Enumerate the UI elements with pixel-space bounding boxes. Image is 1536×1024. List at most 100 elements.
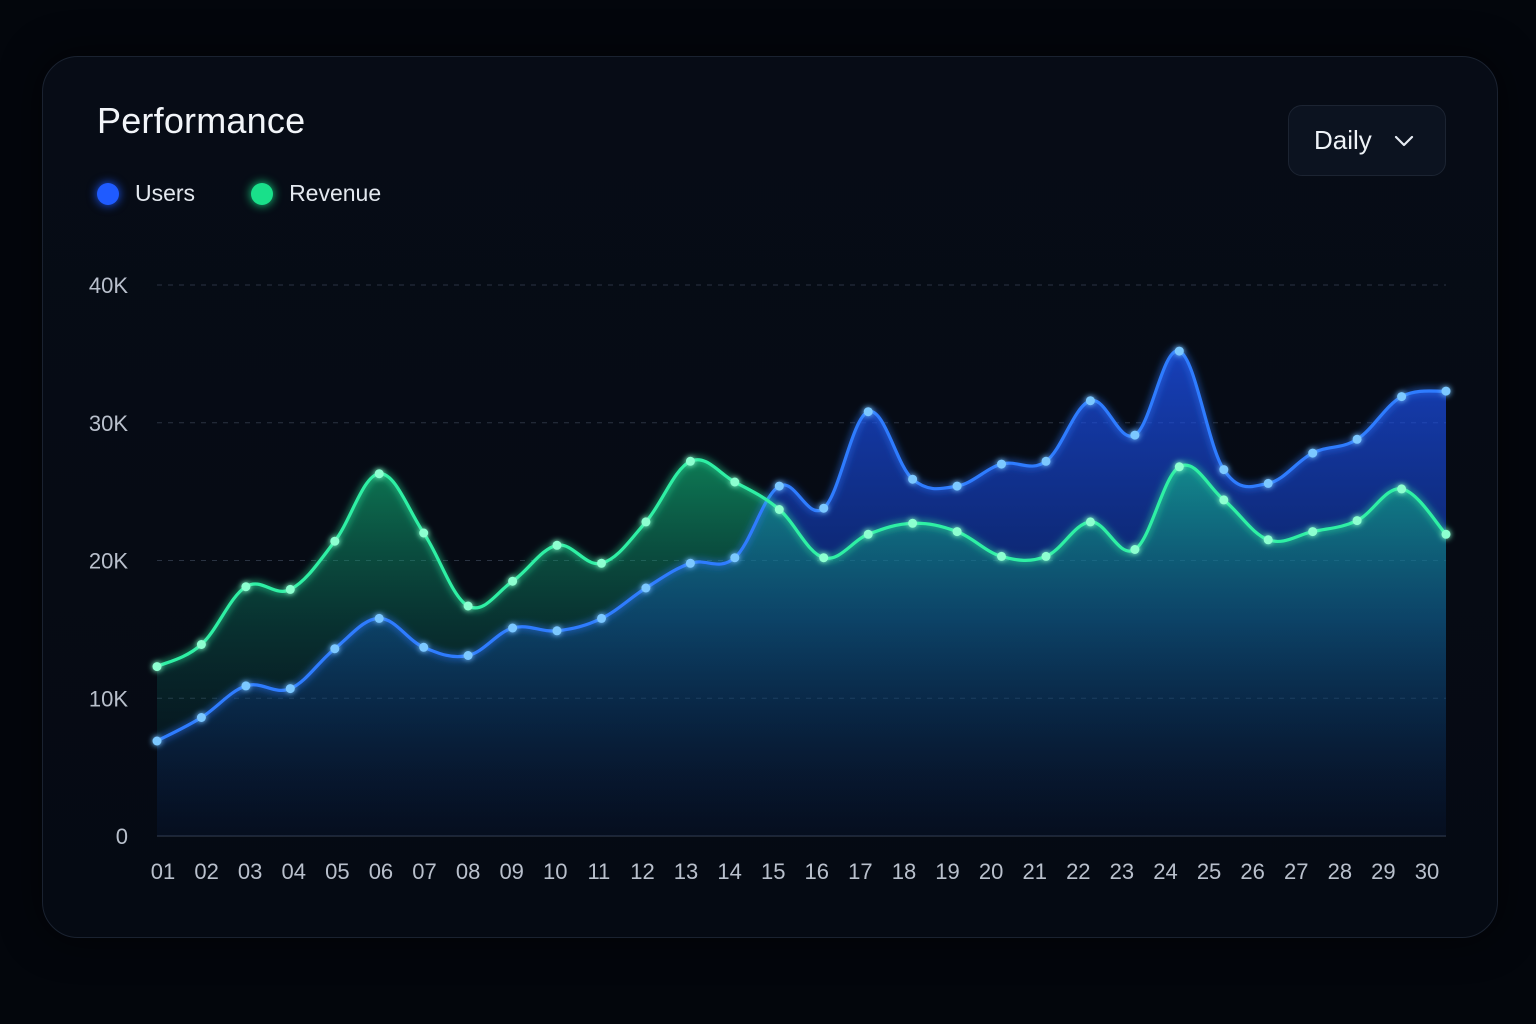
point-revenue: [774, 505, 784, 514]
point-users: [908, 474, 918, 484]
point-revenue: [1308, 527, 1318, 537]
point-revenue: [1441, 529, 1451, 539]
point-users: [152, 736, 162, 746]
point-users: [285, 684, 295, 694]
x-tick-label: 09: [499, 859, 523, 884]
x-tick-label: 23: [1110, 859, 1134, 884]
point-revenue: [196, 640, 206, 649]
x-tick-label: 19: [935, 859, 959, 884]
x-tick-label: 16: [805, 859, 829, 884]
point-users: [552, 626, 562, 636]
x-tick-label: 03: [238, 859, 262, 884]
point-users: [1174, 346, 1184, 356]
point-users: [1219, 465, 1229, 475]
x-axis-ticks: 01 02 03 04 05 06 07 08 09 10 11 12 13 14 15 16 17 18 19 20…: [151, 859, 1439, 884]
x-tick-label: 28: [1328, 859, 1352, 884]
point-users: [1397, 392, 1407, 402]
point-users: [330, 644, 340, 654]
point-revenue: [863, 529, 873, 539]
x-tick-label: 05: [325, 859, 349, 884]
point-users: [685, 558, 695, 568]
point-revenue: [1130, 545, 1140, 554]
series-points: [152, 346, 1451, 746]
point-users: [597, 613, 606, 623]
series-areas: [157, 350, 1446, 836]
x-tick-label: 02: [194, 859, 218, 884]
x-tick-label: 10: [543, 859, 567, 884]
point-users: [508, 623, 518, 633]
point-users: [463, 651, 473, 660]
x-tick-label: 15: [761, 859, 785, 884]
x-tick-label: 17: [848, 859, 872, 884]
point-revenue: [330, 536, 340, 546]
point-users: [241, 681, 251, 691]
point-revenue: [730, 477, 740, 487]
chart-legend: Users Revenue: [97, 180, 381, 207]
point-users: [774, 481, 784, 491]
point-revenue: [685, 456, 695, 466]
point-users: [419, 642, 429, 652]
point-users: [641, 583, 651, 593]
point-revenue: [641, 517, 651, 527]
legend-label-users: Users: [135, 180, 196, 206]
legend-dot-revenue: [251, 182, 274, 205]
x-tick-label: 08: [456, 859, 480, 884]
point-revenue: [819, 553, 829, 563]
point-revenue: [1263, 535, 1273, 545]
point-users: [1041, 456, 1051, 466]
y-tick-label: 20K: [89, 549, 128, 574]
x-tick-label: 27: [1284, 859, 1308, 884]
x-tick-label: 12: [630, 859, 654, 884]
point-users: [997, 459, 1006, 469]
point-revenue: [552, 540, 562, 550]
x-tick-label: 18: [892, 859, 916, 884]
x-tick-label: 06: [369, 859, 393, 884]
point-revenue: [597, 558, 606, 568]
point-revenue: [1352, 516, 1362, 526]
x-tick-label: 26: [1240, 859, 1264, 884]
x-tick-label: 04: [282, 859, 306, 884]
point-revenue: [1219, 495, 1229, 505]
x-tick-label: 22: [1066, 859, 1090, 884]
point-users: [863, 407, 873, 417]
x-tick-label: 30: [1415, 859, 1439, 884]
point-users: [1441, 386, 1451, 396]
x-tick-label: 14: [717, 859, 741, 884]
y-tick-label: 0: [116, 824, 128, 849]
point-revenue: [997, 551, 1006, 561]
legend-item-users: Users: [97, 180, 195, 207]
point-revenue: [1041, 551, 1051, 561]
x-tick-label: 24: [1153, 859, 1177, 884]
y-tick-label: 10K: [89, 686, 128, 711]
point-revenue: [508, 576, 518, 586]
x-tick-label: 25: [1197, 859, 1221, 884]
y-tick-label: 30K: [89, 411, 128, 436]
card-title: Performance: [97, 100, 306, 141]
x-tick-label: 01: [151, 859, 175, 884]
point-users: [1085, 396, 1095, 406]
y-axis-ticks: 0 10K 20K 30K 40K: [89, 273, 128, 849]
point-revenue: [1085, 517, 1095, 527]
point-revenue: [285, 584, 295, 594]
point-users: [196, 713, 206, 722]
point-users: [1308, 448, 1318, 458]
legend-label-revenue: Revenue: [289, 180, 382, 206]
point-users: [374, 613, 384, 623]
area-revenue: [157, 459, 1446, 836]
x-tick-label: 07: [412, 859, 436, 884]
x-tick-label: 11: [587, 859, 610, 884]
point-revenue: [908, 518, 918, 528]
period-dropdown[interactable]: Daily: [1288, 105, 1446, 176]
x-tick-label: 29: [1371, 859, 1395, 884]
point-users: [819, 503, 829, 513]
y-tick-label: 40K: [89, 273, 128, 298]
point-users: [1263, 478, 1273, 488]
point-users: [1130, 430, 1140, 440]
chevron-down-icon: [1394, 135, 1414, 147]
legend-dot-users: [97, 182, 119, 205]
legend-item-revenue: Revenue: [251, 180, 381, 207]
period-dropdown-value: Daily: [1314, 125, 1372, 155]
point-users: [1352, 434, 1362, 444]
point-revenue: [1174, 462, 1184, 472]
